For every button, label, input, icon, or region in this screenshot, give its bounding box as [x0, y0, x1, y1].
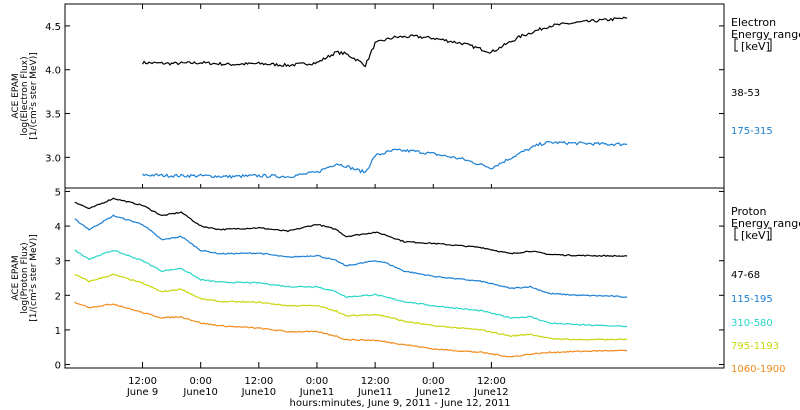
legend-title-line: Energy range	[731, 28, 800, 41]
series-line-47-68	[74, 197, 628, 258]
y-tick-label: 3	[55, 257, 61, 268]
series-line-795-1193	[74, 273, 628, 341]
x-tick-label-date: June12	[415, 387, 451, 398]
x-tick-label-date: June11	[299, 387, 335, 398]
y-tick-label: 3.0	[45, 153, 61, 164]
y-axis-label-line: [1/(cm²s ster MeV)]	[29, 234, 39, 321]
legend-entry-1060-1900: 1060-1900	[731, 364, 786, 375]
legend-title-line: [keV]	[741, 229, 770, 242]
x-tick-label-time: 0:00	[306, 376, 328, 387]
legend-entry-38-53: 38-53	[731, 88, 760, 99]
x-axis-label: hours:minutes, June 9, 2011 - June 12, 2…	[290, 398, 511, 409]
legend-title-line: Electron	[731, 16, 776, 29]
y-tick-label: 1	[55, 326, 61, 337]
series-line-115-195	[74, 214, 628, 298]
legend-entry-795-1193: 795-1193	[731, 341, 779, 352]
y-tick-label: 4.0	[45, 66, 61, 77]
x-tick-label-date: June 9	[126, 387, 158, 398]
x-tick-label-date: June11	[357, 387, 393, 398]
plot-frame	[64, 3, 725, 369]
legend-entry-175-315: 175-315	[731, 126, 773, 137]
x-tick-label-date: June12	[473, 387, 509, 398]
legend-title-line: Energy range	[731, 217, 800, 230]
x-tick-label-date: June10	[182, 387, 218, 398]
x-tick-label-date: June10	[241, 387, 277, 398]
y-axis-label-line: [1/(cm²s ster MeV)]	[29, 52, 39, 139]
legend-bracket-left	[734, 38, 738, 52]
x-tick-label-time: 12:00	[244, 376, 273, 387]
series-line-1060-1900	[74, 301, 628, 358]
y-tick-label: 5	[55, 187, 61, 198]
proton-series-group	[74, 197, 628, 358]
legend-bracket-left	[734, 227, 738, 241]
proton-y-axis: 0 1 2 3 4 5	[55, 187, 724, 372]
y-tick-label: 4.5	[45, 22, 61, 33]
x-tick-label-time: 12:00	[477, 376, 506, 387]
legend-bracket-right	[768, 38, 772, 52]
legend-entry-310-580: 310-580	[731, 318, 773, 329]
electron-y-axis: 3.0 3.5 4.0 4.5	[45, 22, 724, 164]
x-tick-label-time: 12:00	[361, 376, 390, 387]
legend-entry-115-195: 115-195	[731, 294, 773, 305]
y-tick-label: 3.5	[45, 110, 61, 121]
y-axis-label-line: log(Electron Flux)	[20, 56, 30, 135]
y-axis-label-line: ACE EPAM	[11, 255, 21, 300]
legend-title-line: Proton	[731, 205, 766, 218]
x-tick-label-time: 0:00	[422, 376, 444, 387]
y-axis-label-line: ACE EPAM	[11, 73, 21, 118]
electron-y-axis-label: ACE EPAM log(Electron Flux) [1/(cm²s ster …	[11, 52, 39, 139]
x-tick-label-time: 12:00	[128, 376, 157, 387]
y-axis-label-line: log(Proton Flux)	[20, 242, 30, 313]
legend-title-line: [keV]	[741, 40, 770, 53]
x-tick-label-time: 0:00	[189, 376, 211, 387]
proton-y-axis-label: ACE EPAM log(Proton Flux) [1/(cm²s ster Me…	[11, 234, 39, 321]
series-line-38-53	[141, 16, 628, 68]
y-tick-label: 0	[55, 361, 61, 372]
legend-bracket-right	[768, 227, 772, 241]
y-tick-label: 2	[55, 291, 61, 302]
series-line-310-580	[74, 249, 628, 328]
series-line-175-315	[142, 140, 628, 179]
electron-series-group	[141, 16, 628, 179]
legend-entry-47-68: 47-68	[731, 270, 760, 281]
y-tick-label: 4	[55, 222, 61, 233]
